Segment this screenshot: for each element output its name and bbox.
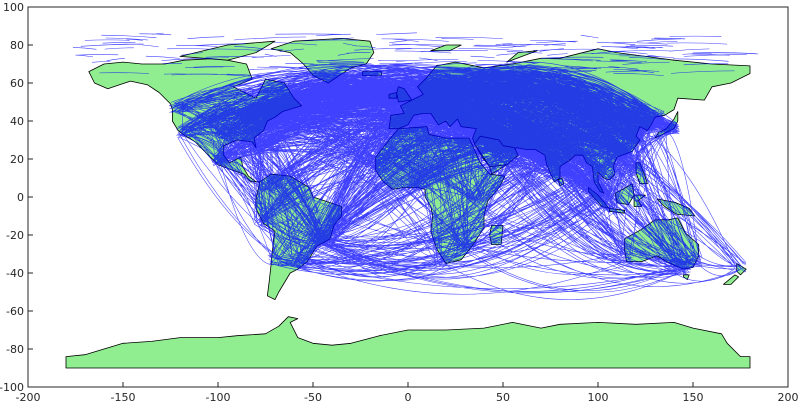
- y-tick-label: 100: [3, 1, 24, 14]
- landmass-antarctica: [65, 316, 751, 369]
- x-tick-label: 200: [778, 391, 799, 404]
- landmass-tasmania: [683, 274, 690, 281]
- y-tick-label: -40: [6, 267, 24, 280]
- flight-routes: [72, 32, 759, 300]
- y-tick-label: 80: [10, 39, 24, 52]
- flight-routes-layer: [72, 32, 759, 300]
- x-tick-label: 50: [496, 391, 510, 404]
- y-tick-label: -100: [0, 381, 24, 394]
- y-tick-label: -60: [6, 305, 24, 318]
- x-tick-label: -150: [111, 391, 136, 404]
- x-tick-label: -200: [16, 391, 41, 404]
- y-tick-label: -20: [6, 229, 24, 242]
- landmass-novaya-zemlya: [506, 50, 538, 63]
- y-tick-label: 0: [17, 191, 24, 204]
- y-tick-label: 60: [10, 77, 24, 90]
- x-tick-label: -50: [304, 391, 322, 404]
- landmass-canadian-archipelago: [179, 40, 276, 61]
- y-tick-label: -80: [6, 343, 24, 356]
- x-tick-label: 150: [683, 391, 704, 404]
- x-tick-label: 0: [405, 391, 412, 404]
- y-tick-label: 40: [10, 115, 24, 128]
- x-tick-label: -100: [206, 391, 231, 404]
- x-tick-label: 100: [588, 391, 609, 404]
- landmass-new-zealand-south: [723, 274, 739, 285]
- y-tick-label: 20: [10, 153, 24, 166]
- landmass-svalbard: [430, 44, 462, 52]
